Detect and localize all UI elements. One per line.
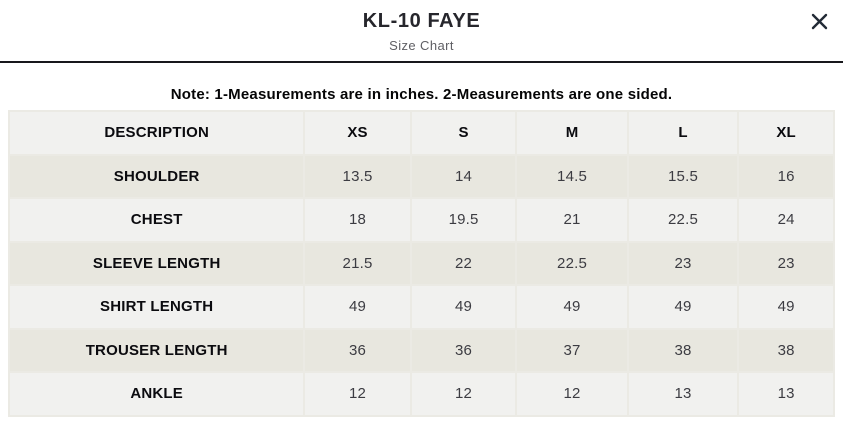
column-header-description: DESCRIPTION xyxy=(7,110,306,156)
row-label: SLEEVE LENGTH xyxy=(7,240,306,286)
column-header-xl: XL xyxy=(737,110,835,156)
close-icon xyxy=(811,13,828,30)
table-row: SLEEVE LENGTH 21.5 22 22.5 23 23 xyxy=(7,240,835,286)
measurement-note: Note: 1-Measurements are in inches. 2-Me… xyxy=(170,86,673,103)
header-row: DESCRIPTION XS S M L XL xyxy=(7,110,835,156)
table-row: ANKLE 12 12 12 13 13 xyxy=(7,371,835,417)
column-header-m: M xyxy=(515,110,629,156)
size-value-cell: 49 xyxy=(409,284,518,330)
column-header-l: L xyxy=(626,110,740,156)
modal-subtitle: Size Chart xyxy=(389,38,454,53)
size-table-header: DESCRIPTION XS S M L XL xyxy=(7,110,835,156)
size-table-body: SHOULDER 13.5 14 14.5 15.5 16 CHEST 18 19.5 21 22.… xyxy=(7,153,835,417)
table-row: TROUSER LENGTH 36 36 37 38 38 xyxy=(7,327,835,373)
row-label: ANKLE xyxy=(7,371,306,417)
size-value-cell: 38 xyxy=(737,327,835,373)
size-value-cell: 12 xyxy=(303,371,412,417)
close-button[interactable] xyxy=(808,10,830,32)
size-value-cell: 13 xyxy=(737,371,835,417)
column-header-xs: XS xyxy=(303,110,412,156)
size-value-cell: 36 xyxy=(409,327,518,373)
size-value-cell: 22.5 xyxy=(515,240,629,286)
row-label: TROUSER LENGTH xyxy=(7,327,306,373)
size-value-cell: 12 xyxy=(515,371,629,417)
size-value-cell: 49 xyxy=(737,284,835,330)
size-value-cell: 21 xyxy=(515,197,629,243)
size-value-cell: 16 xyxy=(737,153,835,199)
row-label: SHOULDER xyxy=(7,153,306,199)
row-label: SHIRT LENGTH xyxy=(7,284,306,330)
size-value-cell: 15.5 xyxy=(626,153,740,199)
size-value-cell: 21.5 xyxy=(303,240,412,286)
size-value-cell: 13 xyxy=(626,371,740,417)
size-value-cell: 12 xyxy=(409,371,518,417)
size-value-cell: 22 xyxy=(409,240,518,286)
size-value-cell: 14 xyxy=(409,153,518,199)
table-row: SHOULDER 13.5 14 14.5 15.5 16 xyxy=(7,153,835,199)
size-value-cell: 24 xyxy=(737,197,835,243)
size-value-cell: 13.5 xyxy=(303,153,412,199)
size-table: DESCRIPTION XS S M L XL SHOULDER 13.5 14 14.5 15.… xyxy=(7,110,835,417)
size-value-cell: 49 xyxy=(626,284,740,330)
table-row: CHEST 18 19.5 21 22.5 24 xyxy=(7,197,835,243)
size-value-cell: 37 xyxy=(515,327,629,373)
page-title: KL-10 FAYE xyxy=(362,10,481,32)
size-value-cell: 23 xyxy=(737,240,835,286)
size-value-cell: 22.5 xyxy=(626,197,740,243)
modal-header: KL-10 FAYE Size Chart xyxy=(0,0,843,63)
size-value-cell: 36 xyxy=(303,327,412,373)
size-value-cell: 49 xyxy=(515,284,629,330)
size-value-cell: 18 xyxy=(303,197,412,243)
size-value-cell: 23 xyxy=(626,240,740,286)
size-value-cell: 14.5 xyxy=(515,153,629,199)
size-value-cell: 49 xyxy=(303,284,412,330)
size-value-cell: 38 xyxy=(626,327,740,373)
size-value-cell: 19.5 xyxy=(409,197,518,243)
row-label: CHEST xyxy=(7,197,306,243)
table-row: SHIRT LENGTH 49 49 49 49 49 xyxy=(7,284,835,330)
column-header-s: S xyxy=(409,110,518,156)
